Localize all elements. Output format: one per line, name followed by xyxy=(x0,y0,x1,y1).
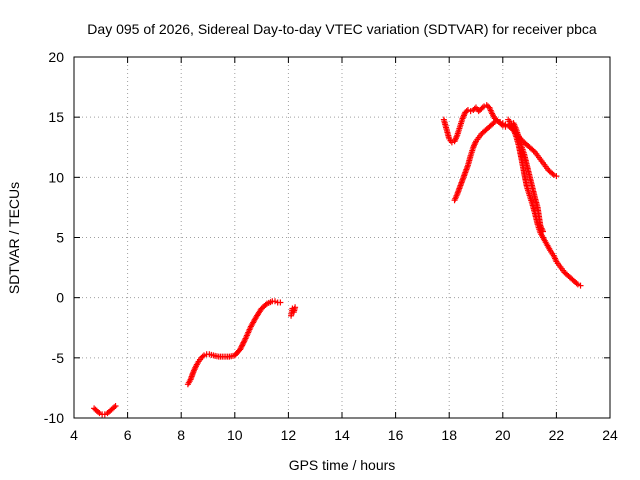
data-point xyxy=(237,346,244,353)
data-point xyxy=(96,410,103,417)
data-point xyxy=(464,106,471,113)
data-point xyxy=(112,402,119,409)
x-tick-label: 8 xyxy=(177,427,185,443)
data-point xyxy=(240,339,247,346)
x-tick-label: 16 xyxy=(388,427,404,443)
axis-ticks xyxy=(73,56,611,419)
x-tick-label: 4 xyxy=(70,427,78,443)
data-point xyxy=(238,343,245,350)
series-segment-1 xyxy=(91,402,119,418)
data-point xyxy=(95,408,102,415)
series-segment-3 xyxy=(288,304,299,319)
chart-title: Day 095 of 2026, Sidereal Day-to-day VTE… xyxy=(87,21,597,37)
data-point xyxy=(553,173,560,180)
data-point xyxy=(577,282,584,289)
data-point xyxy=(540,228,546,235)
y-tick-label: -5 xyxy=(52,350,65,366)
data-point xyxy=(574,281,581,288)
data-point xyxy=(101,411,108,418)
data-point xyxy=(494,117,501,124)
data-point xyxy=(200,352,207,359)
y-tick-label: -10 xyxy=(44,410,64,426)
series-segment-2 xyxy=(184,298,284,388)
y-tick-label: 20 xyxy=(48,49,64,65)
series-segment-6 xyxy=(505,116,584,289)
data-point xyxy=(262,301,269,308)
data-point xyxy=(471,105,478,112)
series-segment-5 xyxy=(451,117,560,204)
data-point xyxy=(111,404,118,411)
data-point xyxy=(237,345,244,352)
x-axis-tick-labels: 4 6 8 10 12 14 16 18 20 22 24 xyxy=(70,427,618,443)
data-point xyxy=(241,336,248,343)
y-tick-label: 15 xyxy=(48,109,64,125)
x-tick-label: 6 xyxy=(124,427,132,443)
x-tick-label: 14 xyxy=(334,427,350,443)
grid-lines xyxy=(74,57,610,418)
data-point xyxy=(499,120,506,127)
x-tick-label: 22 xyxy=(549,427,565,443)
data-point xyxy=(491,118,498,125)
data-point xyxy=(239,342,246,349)
y-tick-label: 10 xyxy=(48,169,64,185)
data-point xyxy=(199,353,206,360)
x-axis-label: GPS time / hours xyxy=(289,457,396,473)
data-point xyxy=(497,118,504,125)
data-point xyxy=(448,139,455,146)
y-axis-tick-labels: -10 -5 0 5 10 15 20 xyxy=(44,49,64,426)
data-point xyxy=(272,298,278,305)
data-point xyxy=(573,280,580,287)
series-segment-4 xyxy=(440,102,509,146)
y-tick-label: 5 xyxy=(56,230,64,246)
data-point xyxy=(530,147,537,154)
data-point xyxy=(502,121,509,128)
x-tick-label: 10 xyxy=(227,427,243,443)
x-tick-label: 24 xyxy=(602,427,618,443)
x-tick-label: 20 xyxy=(495,427,511,443)
data-point xyxy=(479,104,486,111)
y-tick-label: 0 xyxy=(56,290,64,306)
data-point xyxy=(467,108,474,115)
y-axis-label: SDTVAR / TECUs xyxy=(6,182,22,294)
data-point xyxy=(550,171,557,178)
data-series xyxy=(91,102,584,418)
x-tick-label: 18 xyxy=(441,427,457,443)
data-point xyxy=(239,340,246,347)
data-point xyxy=(490,120,497,127)
data-point xyxy=(277,299,284,306)
data-point xyxy=(549,170,556,177)
data-point xyxy=(292,304,299,311)
series-segment-7 xyxy=(510,120,546,235)
x-tick-label: 12 xyxy=(281,427,297,443)
data-point xyxy=(241,338,248,345)
